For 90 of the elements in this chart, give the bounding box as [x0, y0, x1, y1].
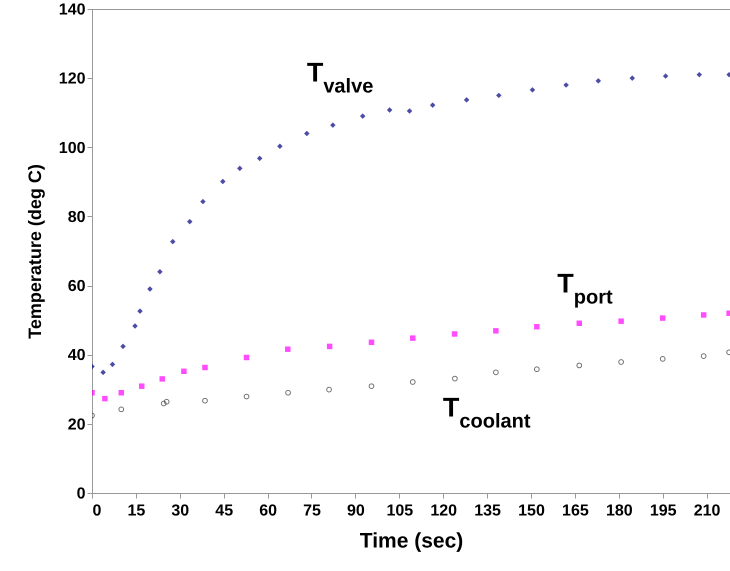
x-tick-label: 30 — [171, 502, 190, 520]
point — [157, 269, 163, 274]
point — [563, 82, 569, 88]
point — [430, 102, 436, 108]
point — [170, 238, 176, 244]
point — [118, 390, 124, 396]
point — [256, 156, 262, 162]
point — [200, 198, 206, 204]
y-tick-label: 0 — [76, 486, 86, 502]
point — [277, 144, 283, 149]
point — [160, 376, 165, 382]
series-label: T$_{port}$ — [557, 268, 613, 308]
point — [220, 178, 226, 184]
point — [576, 320, 582, 326]
x-tick-label: 195 — [650, 502, 677, 520]
point — [452, 376, 458, 382]
point — [452, 331, 458, 337]
point — [137, 308, 143, 314]
point — [534, 324, 540, 330]
point — [368, 340, 374, 346]
x-tick-label: 180 — [606, 502, 633, 520]
x-tick-label: 120 — [430, 502, 458, 520]
y-tick-label: 140 — [58, 2, 86, 18]
x-tick-label: 135 — [474, 502, 502, 520]
x-tick-label: 45 — [215, 502, 234, 520]
point — [304, 130, 310, 136]
y-tick-label: 40 — [68, 347, 86, 364]
x-tick-label: 0 — [92, 502, 102, 520]
x-axis-title: Time (sec) — [360, 530, 464, 552]
point — [618, 359, 624, 365]
x-tick-label: 15 — [128, 502, 146, 520]
x-tick-label: 105 — [386, 502, 414, 520]
x-tick-label: 150 — [518, 502, 545, 520]
point — [202, 364, 208, 370]
x-tick-label: 90 — [346, 502, 365, 520]
x-tick-label: 165 — [562, 502, 589, 520]
point — [160, 400, 167, 406]
point — [285, 346, 291, 352]
y-tick-label: 80 — [68, 208, 86, 226]
point — [147, 286, 153, 292]
point — [118, 406, 124, 412]
point — [244, 394, 250, 400]
point — [386, 107, 392, 113]
point — [330, 122, 336, 128]
point — [102, 396, 108, 402]
x-tick-label: 75 — [303, 502, 321, 520]
point — [660, 315, 666, 321]
point — [700, 353, 707, 359]
point — [496, 92, 502, 98]
y-tick-label: 100 — [58, 140, 86, 157]
point — [530, 87, 536, 93]
point — [326, 386, 332, 392]
y-axis-title: Temperature (deg C) — [24, 164, 45, 339]
point — [285, 390, 291, 396]
point — [406, 108, 412, 114]
x-tick-label: 60 — [259, 502, 278, 520]
point — [120, 344, 126, 350]
point — [368, 383, 374, 390]
point — [139, 383, 144, 389]
point — [493, 370, 499, 376]
point — [630, 75, 635, 81]
point — [164, 398, 170, 405]
point — [700, 312, 706, 318]
point — [493, 328, 499, 334]
point — [326, 344, 332, 350]
point — [187, 218, 192, 224]
point — [237, 166, 243, 172]
y-tick-label: 120 — [58, 70, 86, 88]
y-tick-label: 20 — [68, 416, 86, 434]
point — [660, 356, 666, 362]
point — [662, 73, 668, 79]
point — [100, 370, 106, 376]
point — [202, 398, 208, 404]
point — [410, 335, 416, 341]
point — [534, 366, 540, 372]
series-label: T$_{coolant}$ — [442, 392, 531, 433]
point — [576, 362, 582, 368]
point — [181, 368, 187, 374]
series-label: T$_{valve}$ — [306, 57, 374, 98]
point — [618, 318, 624, 324]
x-tick-label: 210 — [694, 502, 721, 520]
point — [132, 323, 138, 329]
point — [360, 113, 366, 119]
point — [696, 72, 702, 78]
point — [410, 379, 416, 385]
point — [110, 362, 116, 368]
y-tick-label: 60 — [68, 278, 86, 296]
point — [464, 97, 470, 103]
point — [596, 78, 602, 84]
point — [244, 354, 250, 360]
